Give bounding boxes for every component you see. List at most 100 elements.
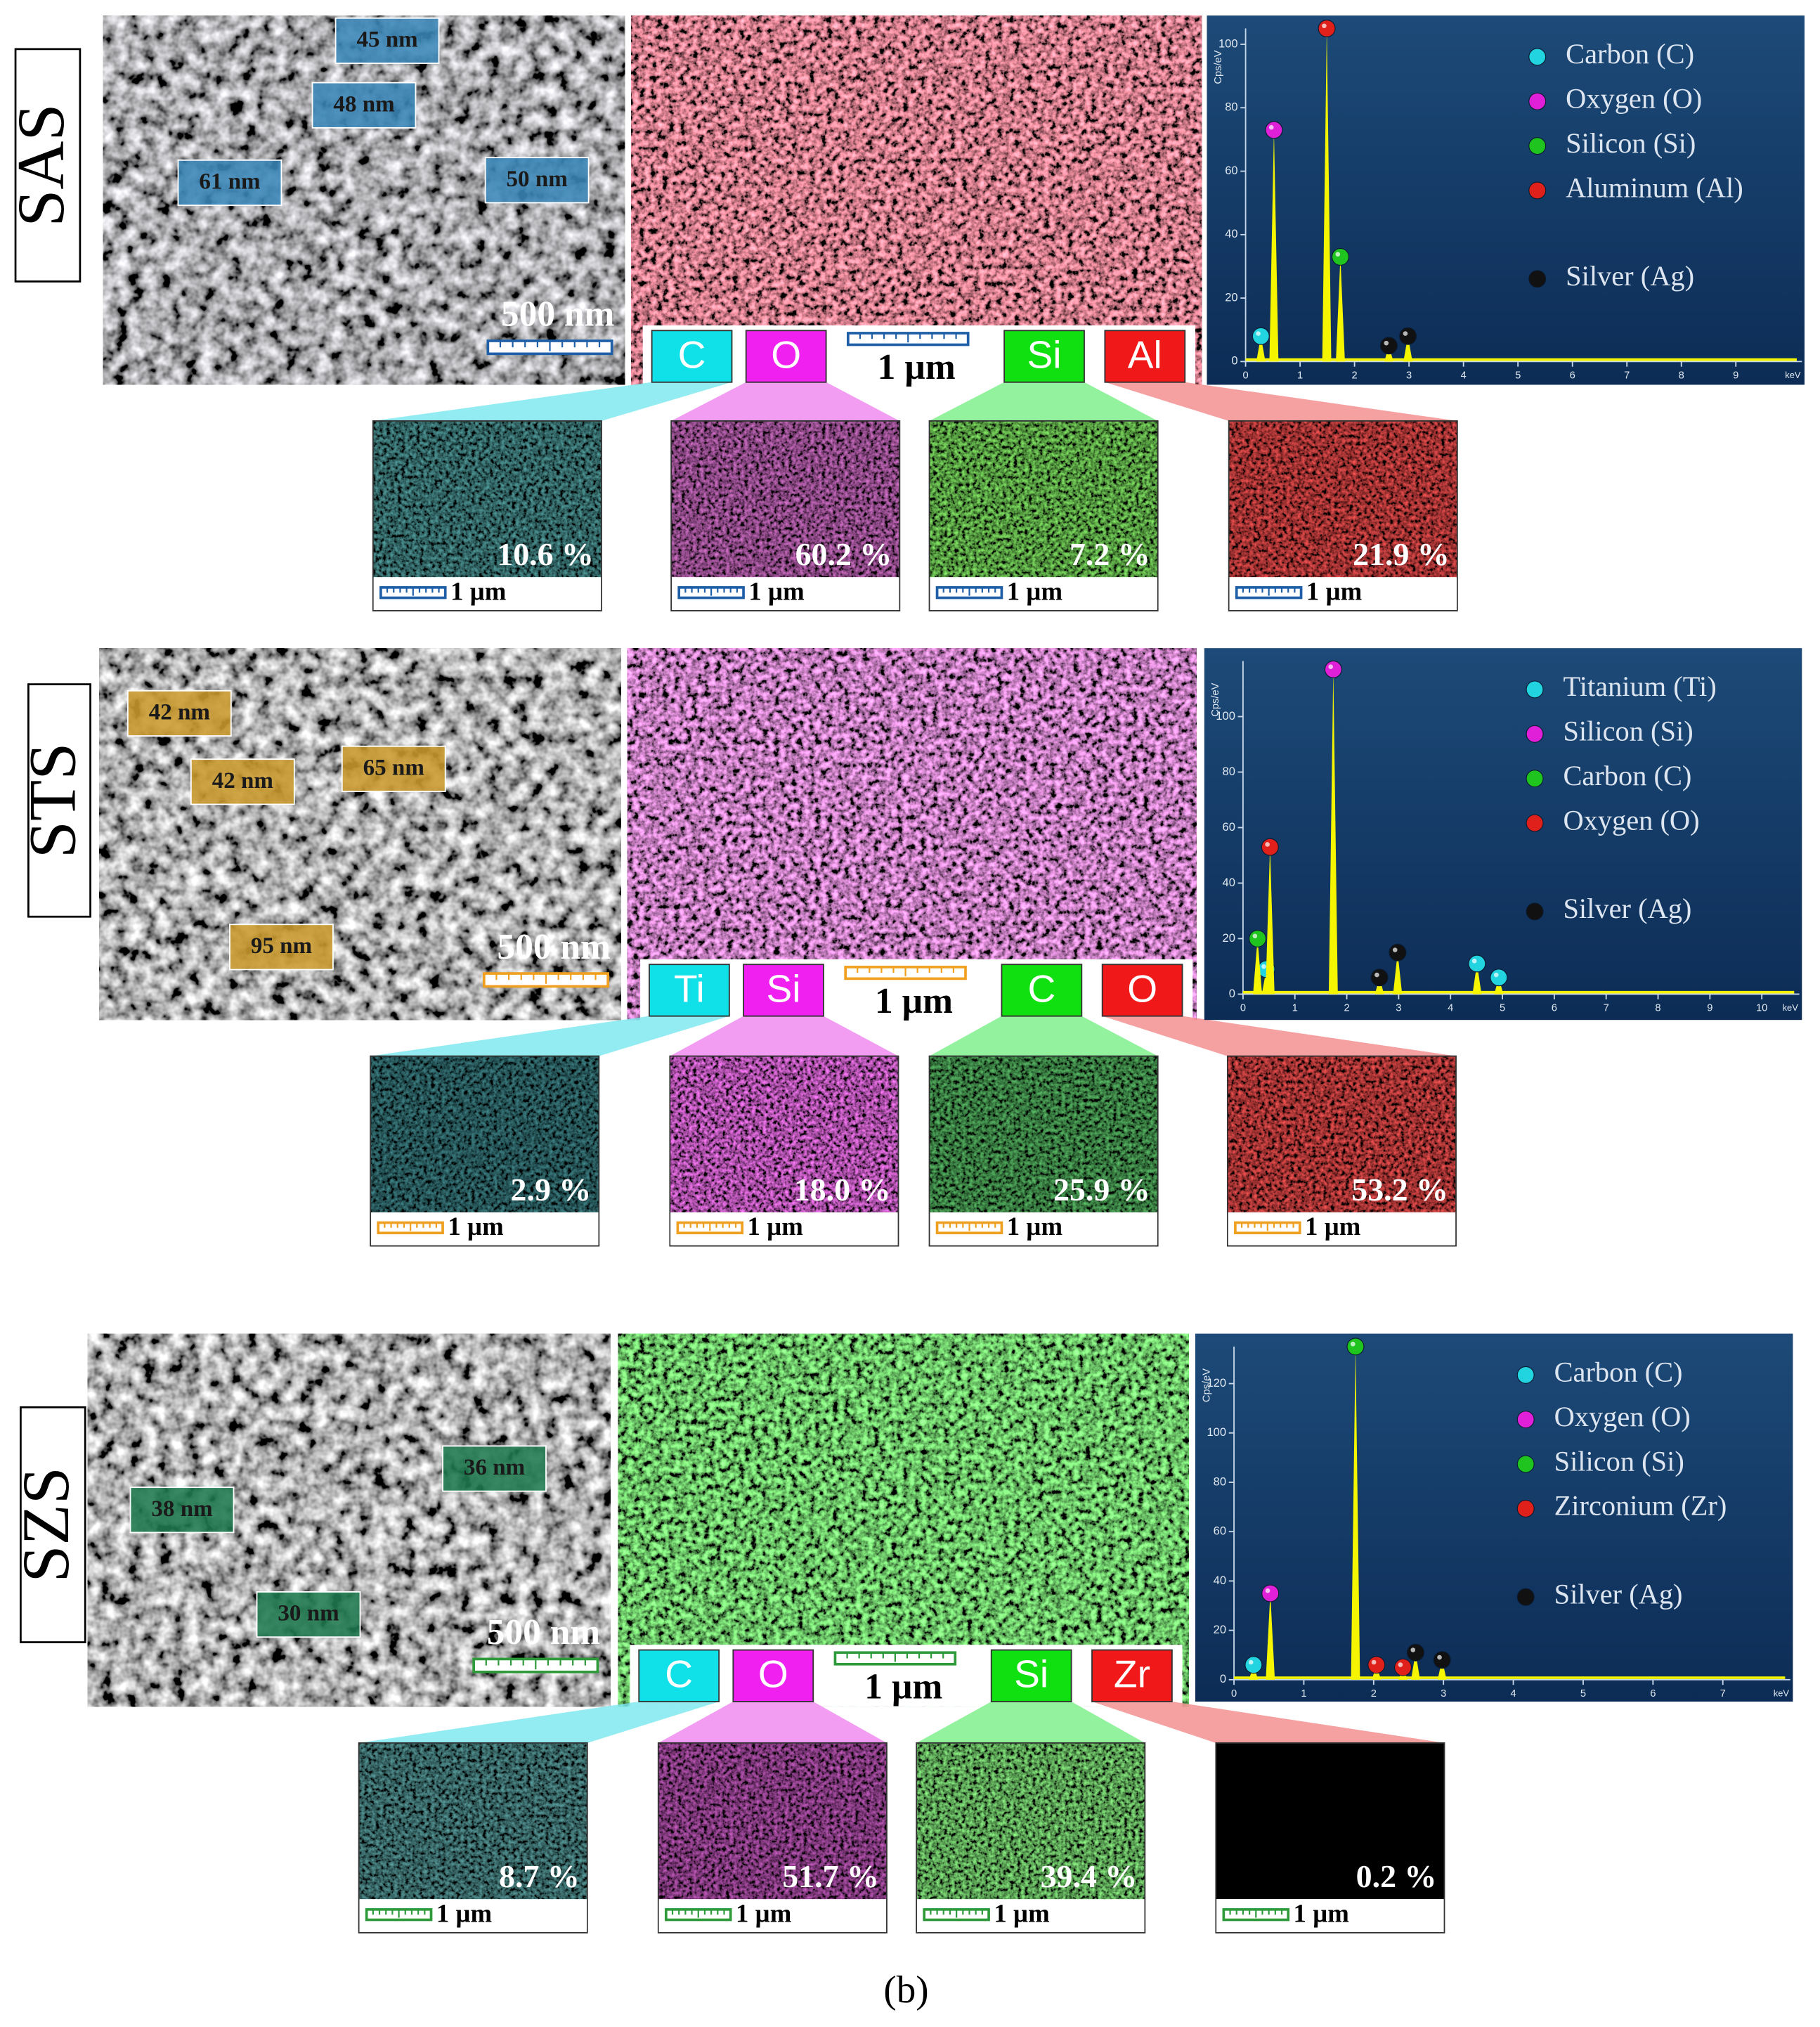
spectrum-peak bbox=[1411, 1652, 1420, 1680]
legend-marker bbox=[1516, 1499, 1535, 1517]
y-tick-label: 40 bbox=[1223, 876, 1235, 889]
legend-label: Carbon (C) bbox=[1563, 760, 1691, 791]
size-annotation-box bbox=[256, 1591, 361, 1638]
element-map-scale: 1 µm bbox=[748, 1212, 803, 1241]
size-annotation-box bbox=[190, 758, 295, 805]
x-tick-label: 2 bbox=[1371, 1688, 1377, 1699]
y-axis-label: Cps/eV bbox=[1210, 682, 1221, 716]
legend-marker bbox=[1528, 270, 1547, 288]
x-tick-label: 5 bbox=[1515, 370, 1521, 381]
element-map-scale: 1 µm bbox=[436, 1898, 492, 1927]
peak-marker-highlight bbox=[1328, 664, 1334, 670]
y-tick-label: 80 bbox=[1225, 101, 1237, 114]
mapping-image bbox=[627, 648, 1197, 1021]
peak-marker bbox=[1244, 1656, 1263, 1674]
spectrum-background bbox=[1195, 1333, 1793, 1702]
x-axis-label: keV bbox=[1774, 1688, 1790, 1698]
x-tick-label: 4 bbox=[1461, 370, 1467, 381]
x-axis-label: keV bbox=[1785, 370, 1801, 380]
size-annotation: 61 nm bbox=[199, 169, 260, 194]
legend-label: Zirconium (Zr) bbox=[1554, 1490, 1727, 1522]
size-annotation-box bbox=[334, 17, 440, 64]
x-tick-label: 1 bbox=[1297, 370, 1303, 381]
x-tick-label: 3 bbox=[1406, 370, 1412, 381]
map-connector bbox=[370, 1016, 729, 1056]
element-tag bbox=[990, 1649, 1072, 1702]
element-map bbox=[929, 1056, 1158, 1212]
map-connector bbox=[929, 382, 1158, 421]
legend-marker bbox=[1528, 92, 1547, 110]
element-map-scale: 1 µm bbox=[748, 576, 804, 605]
x-tick-label: 9 bbox=[1733, 370, 1738, 381]
element-percent: 8.7 % bbox=[499, 1858, 580, 1894]
element-map-scale: 1 µm bbox=[448, 1212, 503, 1241]
map-connector bbox=[1092, 1702, 1445, 1743]
legend-marker bbox=[1526, 770, 1544, 788]
sample-label-box bbox=[14, 48, 82, 283]
spectrum-peak bbox=[1328, 669, 1338, 995]
x-tick-label: 2 bbox=[1344, 1003, 1349, 1014]
map-connector bbox=[916, 1702, 1145, 1743]
y-tick-label: 80 bbox=[1214, 1475, 1226, 1488]
peak-marker bbox=[1261, 1584, 1280, 1602]
element-tag bbox=[1001, 964, 1083, 1017]
legend-label: Silicon (Si) bbox=[1566, 127, 1696, 159]
peak-marker-highlight bbox=[1248, 1659, 1254, 1665]
element-map bbox=[1216, 1742, 1445, 1900]
peak-marker-highlight bbox=[1268, 124, 1274, 130]
size-annotation-box bbox=[177, 159, 282, 207]
legend-label: Silver (Ag) bbox=[1566, 260, 1694, 292]
peak-marker bbox=[1490, 969, 1508, 987]
peak-marker bbox=[1331, 247, 1349, 266]
y-tick-label: 100 bbox=[1218, 37, 1238, 50]
size-annotation-box bbox=[126, 689, 232, 737]
peak-marker bbox=[1433, 1651, 1451, 1669]
y-tick-label: 0 bbox=[1229, 987, 1235, 1000]
size-annotation-box bbox=[484, 157, 590, 204]
y-tick-label: 40 bbox=[1225, 227, 1237, 240]
x-tick-label: 6 bbox=[1552, 1003, 1557, 1014]
peak-marker-highlight bbox=[1410, 1647, 1416, 1652]
peak-marker-highlight bbox=[1335, 252, 1341, 257]
size-annotation: 45 nm bbox=[356, 27, 417, 52]
element-map bbox=[658, 1742, 887, 1900]
element-map-scale: 1 µm bbox=[1007, 576, 1062, 605]
element-tag-label: Al bbox=[1128, 332, 1162, 376]
element-tag-label: C bbox=[665, 1652, 693, 1696]
size-annotation: 95 nm bbox=[251, 933, 312, 959]
peak-marker-highlight bbox=[1265, 1588, 1270, 1593]
element-percent: 10.6 % bbox=[497, 536, 594, 572]
legend-marker bbox=[1528, 137, 1547, 155]
size-annotation: 38 nm bbox=[151, 1496, 212, 1522]
element-map-scale: 1 µm bbox=[1007, 1212, 1062, 1241]
sem-scale-label: 500 nm bbox=[497, 927, 610, 967]
legend-label: Silicon (Si) bbox=[1563, 715, 1693, 747]
element-map bbox=[372, 420, 602, 578]
x-tick-label: 10 bbox=[1756, 1003, 1767, 1014]
peak-marker-highlight bbox=[1471, 959, 1477, 964]
peak-marker-highlight bbox=[1256, 331, 1261, 336]
element-percent: 51.7 % bbox=[782, 1858, 879, 1894]
element-percent: 2.9 % bbox=[511, 1172, 592, 1207]
legend-marker bbox=[1526, 725, 1544, 743]
peak-marker bbox=[1406, 1643, 1424, 1662]
map-connector bbox=[1105, 382, 1457, 421]
map-connector bbox=[358, 1702, 720, 1743]
element-tag-label: O bbox=[758, 1652, 788, 1696]
figure-label: (b) bbox=[883, 1968, 928, 2011]
x-tick-label: 7 bbox=[1604, 1003, 1609, 1014]
element-percent: 0.2 % bbox=[1356, 1858, 1437, 1894]
element-map bbox=[929, 420, 1158, 578]
element-tag bbox=[649, 964, 730, 1017]
y-tick-label: 40 bbox=[1214, 1574, 1226, 1587]
x-tick-label: 4 bbox=[1448, 1003, 1453, 1014]
y-tick-label: 80 bbox=[1223, 765, 1235, 778]
spectrum-peak bbox=[1437, 1659, 1447, 1680]
element-map-frame bbox=[358, 1742, 588, 1934]
legend-marker bbox=[1528, 181, 1547, 200]
element-tag bbox=[1104, 330, 1186, 383]
element-percent: 25.9 % bbox=[1053, 1172, 1150, 1207]
peak-marker-highlight bbox=[1265, 842, 1270, 847]
legend-marker bbox=[1516, 1366, 1535, 1384]
